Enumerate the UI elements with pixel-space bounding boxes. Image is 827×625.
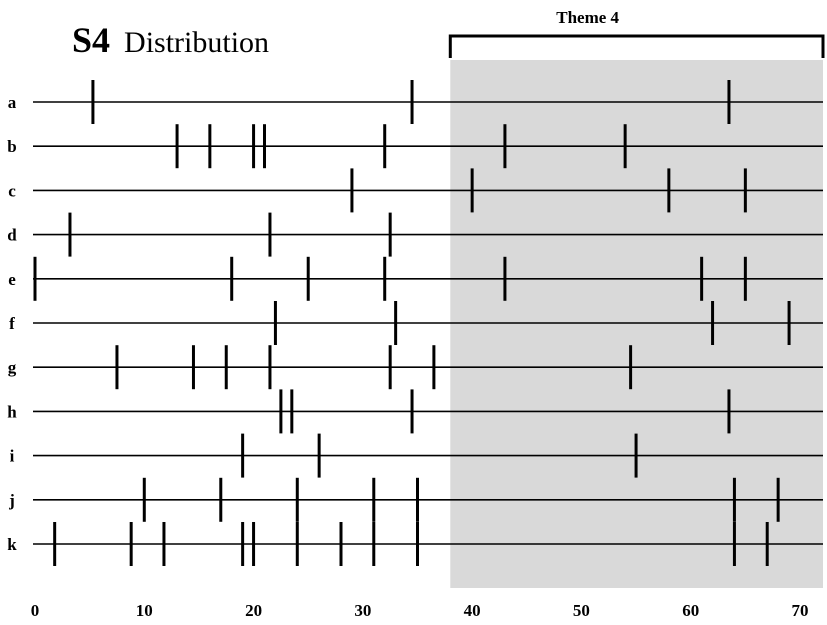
theme-bracket bbox=[448, 34, 825, 58]
row-label: d bbox=[7, 226, 17, 245]
row-label: a bbox=[8, 93, 17, 112]
row-label: j bbox=[8, 491, 15, 510]
chart-title-sub: Distribution bbox=[124, 26, 269, 59]
row-a: a bbox=[8, 80, 823, 124]
row-e: e bbox=[8, 256, 823, 301]
row-label: g bbox=[8, 358, 17, 377]
x-tick-label: 60 bbox=[682, 601, 699, 620]
x-axis-tick-labels: 0 10 20 30 40 50 60 70 bbox=[31, 601, 809, 620]
row-i: i bbox=[10, 433, 823, 478]
row-c: c bbox=[8, 168, 823, 213]
row-d: d bbox=[7, 212, 823, 257]
row-label: b bbox=[7, 137, 16, 156]
row-h: h bbox=[7, 389, 823, 434]
x-tick-label: 10 bbox=[136, 601, 153, 620]
row-label: c bbox=[8, 181, 16, 200]
row-label: e bbox=[8, 270, 16, 289]
row-k: k bbox=[7, 522, 823, 566]
row-label: i bbox=[10, 447, 15, 466]
theme-label: Theme 4 bbox=[556, 8, 619, 27]
chart-title: S4 Distribution bbox=[72, 20, 269, 60]
x-tick-label: 0 bbox=[31, 601, 40, 620]
x-tick-label: 70 bbox=[792, 601, 809, 620]
row-label: f bbox=[9, 314, 15, 333]
x-tick-label: 40 bbox=[464, 601, 481, 620]
row-g: g bbox=[8, 345, 823, 390]
row-b: b bbox=[7, 124, 823, 169]
row-j: j bbox=[8, 477, 823, 522]
row-label: k bbox=[7, 535, 17, 554]
x-tick-label: 50 bbox=[573, 601, 590, 620]
row-label: h bbox=[7, 402, 17, 421]
x-tick-label: 30 bbox=[354, 601, 371, 620]
chart-title-main: S4 bbox=[72, 20, 110, 60]
row-f: f bbox=[9, 301, 823, 345]
rows-group: a b c d e f g h i j k bbox=[7, 80, 823, 566]
x-tick-label: 20 bbox=[245, 601, 262, 620]
